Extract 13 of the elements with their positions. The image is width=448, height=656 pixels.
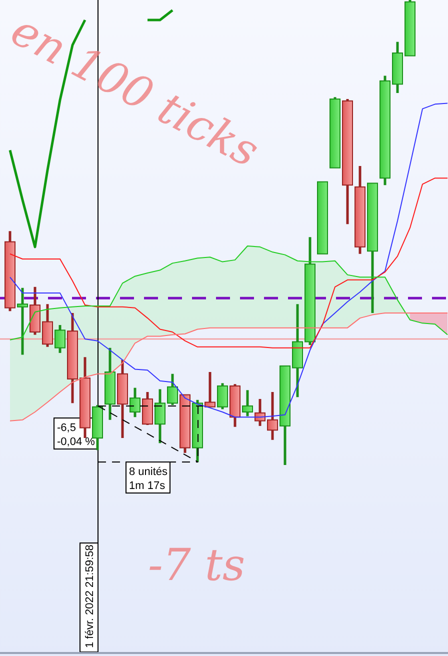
annotation: -6,5 xyxy=(57,422,76,434)
text: 8 unités xyxy=(129,466,168,478)
text: -7 ts xyxy=(148,540,246,591)
candlestick xyxy=(217,382,228,410)
annotation: en 100 ticks xyxy=(2,4,267,178)
candlestick xyxy=(54,324,66,354)
text: 1m 17s xyxy=(129,480,166,492)
text: 1 févr. 2022 21:59:58 xyxy=(84,544,96,648)
candlestick xyxy=(17,286,28,356)
candlestick xyxy=(242,388,253,418)
candlestick xyxy=(130,386,140,418)
annotation: -0,04 % xyxy=(57,436,96,448)
candlestick xyxy=(204,370,216,408)
